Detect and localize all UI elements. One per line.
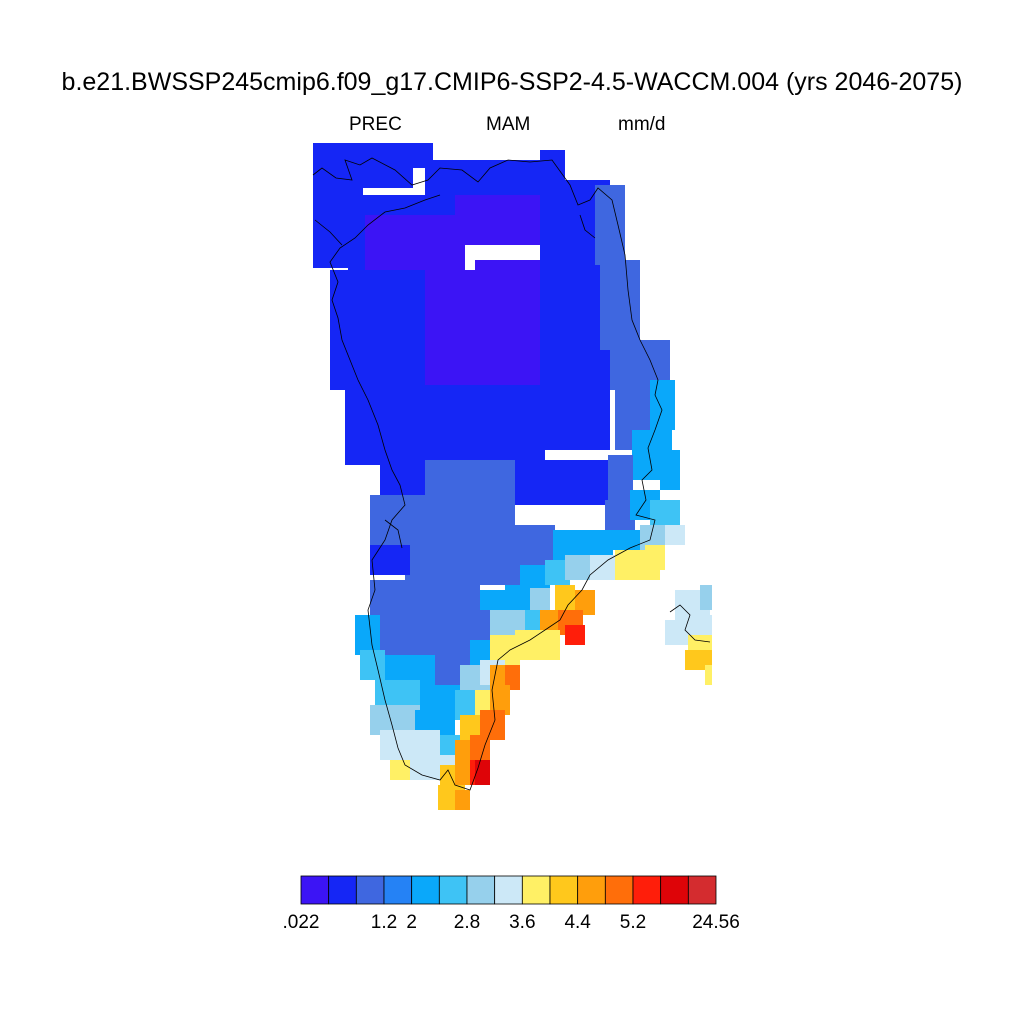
colorbar-bin: [383, 875, 413, 905]
map-cell: [700, 585, 712, 610]
colorbar-bin: [632, 875, 662, 905]
colorbar-tick-label: .022: [282, 912, 320, 933]
map-cell: [565, 625, 585, 645]
season-label: MAM: [486, 114, 531, 135]
map-cell: [355, 615, 380, 655]
colorbar-bin: [494, 875, 523, 905]
map-cell: [530, 588, 550, 613]
colorbar-bin: [687, 875, 717, 905]
map-cell: [455, 790, 470, 810]
map-cell: [705, 665, 712, 685]
map-cell: [645, 545, 665, 570]
map-cell: [438, 785, 458, 810]
colorbar-bin: [577, 875, 606, 905]
map-cell: [470, 735, 490, 765]
colorbar-tick-label: 4.4: [564, 912, 591, 933]
coastline: [312, 157, 711, 791]
map-cell: [660, 450, 680, 490]
map-cell: [505, 665, 520, 690]
colorbar-bin: [355, 875, 385, 905]
map-cell: [555, 585, 575, 610]
map-cell: [600, 260, 640, 350]
variable-label: PREC: [349, 114, 402, 135]
chart-title: b.e21.BWSSP245cmip6.f09_g17.CMIP6-SSP2-4…: [61, 68, 963, 96]
colorbar-bin: [438, 875, 468, 905]
map-cell: [455, 195, 545, 245]
map-cell: [540, 350, 610, 450]
colorbar-tick-label: 2: [406, 912, 417, 933]
map-cell: [490, 685, 510, 715]
map-cell: [510, 460, 610, 505]
map-cell: [330, 270, 430, 390]
colorbar-bin: [466, 875, 496, 905]
colorbar-tick-label: 5.2: [619, 912, 647, 933]
colorbar-bin: [660, 875, 689, 905]
map-cell: [420, 685, 460, 710]
map-cell: [650, 380, 675, 430]
colorbar-bin: [604, 875, 634, 905]
colorbar-tick-label: 2.8: [453, 912, 481, 933]
colorbar-tick-label: 3.6: [509, 912, 536, 933]
map-cell: [360, 650, 385, 680]
units-label: mm/d: [618, 114, 666, 135]
colorbar-bin: [300, 875, 330, 905]
colorbar-bin: [521, 875, 551, 905]
colorbar-tick-label: 24.56: [692, 912, 740, 933]
colorbar-tick-label: 1.2: [370, 912, 398, 933]
map-cell: [660, 525, 685, 545]
map-cell: [575, 590, 595, 615]
map-cell: [425, 160, 545, 200]
map-cell: [665, 620, 690, 645]
map-cell: [608, 455, 633, 505]
map-cell: [690, 615, 712, 640]
map-cell: [370, 545, 410, 575]
colorbar-bin: [549, 875, 579, 905]
colorbar-bin: [411, 875, 440, 905]
map-cell: [540, 150, 565, 180]
colorbar-bin: [328, 875, 357, 905]
